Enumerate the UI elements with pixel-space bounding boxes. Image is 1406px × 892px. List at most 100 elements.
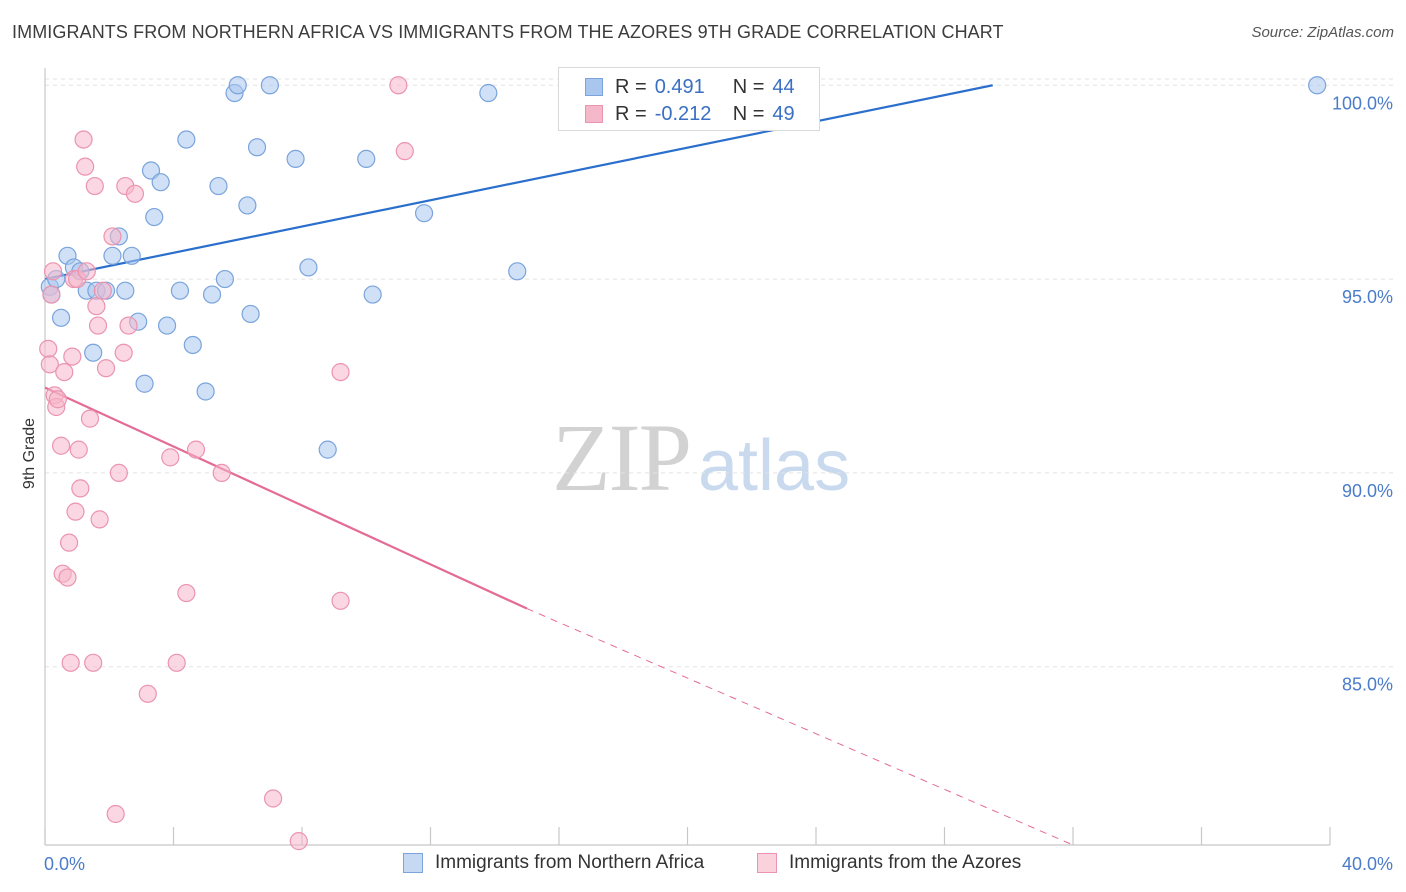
azores-trend-line bbox=[44, 386, 528, 610]
azores-point bbox=[63, 347, 82, 366]
y-tick-label: 100.0% bbox=[1332, 93, 1393, 113]
trend-lines bbox=[44, 84, 1074, 846]
x-tick-label: 0.0% bbox=[44, 854, 85, 874]
azores-point bbox=[69, 440, 88, 459]
x-tick-label: 40.0% bbox=[1342, 854, 1393, 874]
y-axis-label: 9th Grade bbox=[21, 418, 38, 489]
azores-point bbox=[289, 832, 308, 851]
blue-swatch-icon bbox=[585, 78, 603, 96]
northern-africa-point bbox=[170, 281, 190, 300]
y-tick-label: 95.0% bbox=[1342, 287, 1393, 307]
azores-point bbox=[77, 262, 96, 281]
azores-point bbox=[109, 463, 128, 482]
pink-r-label: R = bbox=[615, 102, 647, 125]
azores-point bbox=[263, 789, 283, 808]
azores-point bbox=[103, 227, 122, 246]
azores-point bbox=[58, 568, 77, 587]
northern-africa-point bbox=[103, 246, 122, 265]
azores-point bbox=[90, 510, 109, 529]
northern-africa-point bbox=[122, 246, 141, 265]
azores-point bbox=[114, 343, 133, 362]
azores-point bbox=[167, 653, 186, 672]
northern-africa-point bbox=[51, 308, 71, 327]
watermark-atlas: atlas bbox=[698, 426, 851, 506]
azores-trend-line-extrapolated bbox=[526, 608, 1074, 846]
azores-point bbox=[88, 316, 108, 335]
legend-label-northern-africa: Immigrants from Northern Africa bbox=[435, 852, 705, 873]
pink-swatch-icon bbox=[585, 105, 603, 123]
northern-africa-point bbox=[241, 304, 260, 324]
blue-r-value: 0.491 bbox=[654, 75, 705, 98]
azores-point bbox=[55, 362, 74, 382]
azores-point bbox=[87, 297, 106, 316]
data-points bbox=[39, 76, 1327, 851]
azores-point bbox=[212, 463, 231, 482]
northern-africa-point bbox=[151, 173, 170, 192]
azores-point bbox=[119, 316, 138, 335]
azores-point bbox=[48, 390, 67, 409]
northern-africa-point bbox=[157, 316, 177, 335]
azores-point bbox=[93, 281, 112, 300]
northern-africa-point bbox=[183, 335, 202, 355]
blue-r-label: R = bbox=[615, 75, 647, 98]
northern-africa-point bbox=[479, 83, 498, 103]
northern-africa-point bbox=[141, 161, 161, 180]
azores-point bbox=[395, 142, 414, 161]
northern-africa-point bbox=[177, 130, 196, 149]
northern-africa-point bbox=[145, 207, 164, 227]
northern-africa-point bbox=[238, 196, 257, 215]
watermark: ZIP atlas bbox=[552, 402, 850, 513]
azores-point bbox=[85, 176, 104, 196]
axes bbox=[44, 68, 1331, 846]
azores-point bbox=[43, 262, 63, 281]
azores-point bbox=[61, 653, 80, 672]
grid-lines bbox=[45, 78, 1395, 668]
source-label: Source: ZipAtlas.com bbox=[1251, 24, 1394, 41]
chart-title: IMMIGRANTS FROM NORTHERN AFRICA VS IMMIG… bbox=[12, 22, 1004, 42]
northern-africa-point bbox=[299, 258, 318, 277]
northern-africa-point bbox=[84, 343, 103, 362]
pink-n-value: 49 bbox=[772, 102, 795, 125]
northern-africa-point bbox=[414, 204, 434, 223]
azores-point bbox=[106, 804, 125, 824]
northern-africa-point bbox=[196, 382, 215, 401]
northern-africa-swatch-icon bbox=[403, 853, 423, 873]
azores-point bbox=[331, 591, 350, 610]
azores-point bbox=[39, 339, 58, 358]
azores-point bbox=[96, 359, 116, 378]
y-tick-label: 85.0% bbox=[1342, 675, 1393, 695]
azores-point bbox=[161, 448, 180, 467]
legend-label-azores: Immigrants from the Azores bbox=[789, 852, 1022, 873]
tick-labels: 85.0% 90.0% 95.0% 100.0% 0.0% 40.0% bbox=[44, 93, 1393, 874]
legend-row-blue: R = 0.491 N = 44 bbox=[585, 74, 795, 100]
northern-africa-point bbox=[357, 149, 376, 169]
northern-africa-point bbox=[209, 176, 228, 196]
legend-item-azores[interactable]: Immigrants from the Azores bbox=[757, 852, 1021, 874]
northern-africa-trend-line bbox=[44, 84, 993, 281]
azores-point bbox=[40, 355, 59, 374]
azores-point bbox=[84, 653, 103, 672]
blue-n-label: N = bbox=[732, 75, 765, 98]
pink-r-value: -0.212 bbox=[654, 102, 712, 125]
northern-africa-point bbox=[318, 440, 337, 459]
azores-swatch-icon bbox=[757, 853, 777, 873]
legend-row-pink: R = -0.212 N = 49 bbox=[585, 101, 795, 127]
northern-africa-point bbox=[202, 285, 222, 304]
y-tick-label: 90.0% bbox=[1342, 481, 1393, 501]
blue-n-value: 44 bbox=[772, 75, 795, 98]
azores-point bbox=[331, 362, 350, 382]
azores-point bbox=[66, 502, 85, 521]
pink-n-label: N = bbox=[732, 102, 765, 125]
watermark-zip: ZIP bbox=[552, 404, 692, 511]
azores-point bbox=[51, 436, 71, 455]
northern-africa-point bbox=[260, 76, 279, 95]
series-legend: Immigrants from Northern Africa Immigran… bbox=[0, 852, 1406, 878]
northern-africa-point bbox=[215, 269, 234, 289]
northern-africa-point bbox=[286, 149, 305, 169]
legend-item-northern-africa[interactable]: Immigrants from Northern Africa bbox=[403, 852, 704, 874]
northern-africa-point bbox=[116, 281, 135, 300]
azores-point bbox=[177, 583, 196, 603]
correlation-legend: R = 0.491 N = 44 R = -0.212 N = 49 bbox=[558, 67, 820, 131]
northern-africa-point bbox=[363, 285, 382, 304]
